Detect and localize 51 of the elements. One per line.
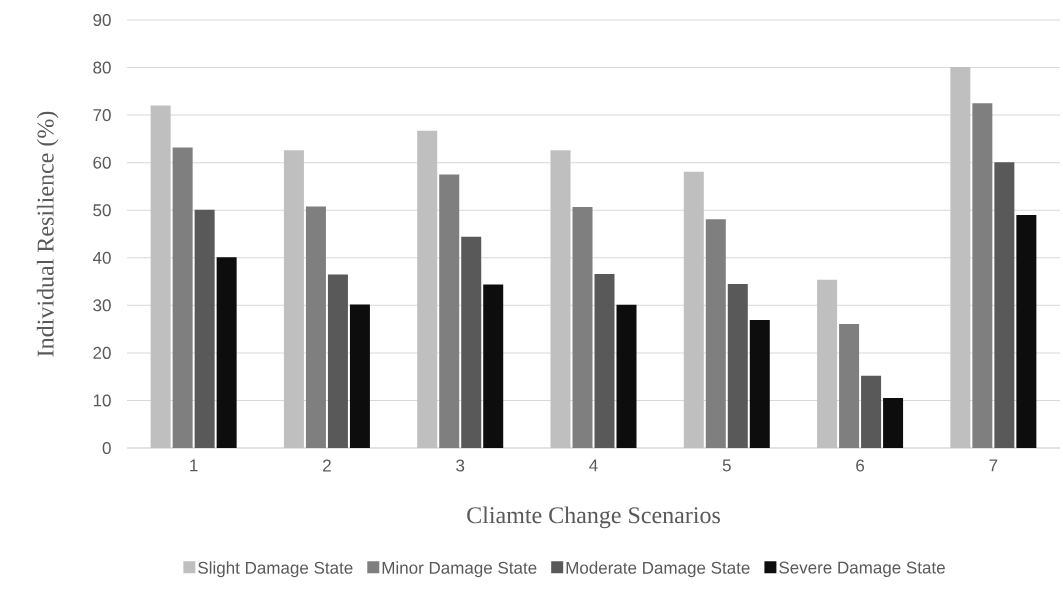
bar bbox=[1016, 214, 1037, 448]
bar bbox=[749, 320, 770, 448]
bar bbox=[550, 150, 571, 448]
bar bbox=[439, 174, 460, 448]
legend-label: Moderate Damage State bbox=[566, 561, 750, 578]
bar bbox=[483, 284, 504, 448]
x-tick-label: 7 bbox=[989, 459, 998, 472]
bar bbox=[461, 236, 482, 448]
bar bbox=[727, 283, 748, 448]
bar bbox=[216, 257, 237, 448]
bar bbox=[594, 273, 615, 448]
bar bbox=[972, 103, 993, 448]
x-tick-label: 5 bbox=[722, 459, 731, 472]
y-tick-label: 50 bbox=[93, 204, 111, 217]
y-tick-label: 90 bbox=[93, 13, 111, 27]
x-axis-title: Cliamte Change Scenarios bbox=[467, 506, 720, 529]
y-tick-label: 20 bbox=[93, 346, 111, 359]
bar bbox=[839, 323, 860, 448]
y-axis-title: Individual Resilience (%) bbox=[36, 111, 59, 357]
bar bbox=[994, 162, 1015, 448]
bar bbox=[172, 147, 193, 448]
y-tick-label: 80 bbox=[93, 61, 111, 74]
legend-label: Severe Damage State bbox=[779, 561, 945, 577]
legend-label: Minor Damage State bbox=[382, 561, 537, 578]
y-tick-label: 60 bbox=[93, 156, 111, 169]
x-tick-label: 2 bbox=[323, 459, 331, 472]
x-tick-label: 4 bbox=[589, 459, 598, 472]
bar bbox=[327, 274, 348, 448]
y-tick-label: 0 bbox=[102, 441, 111, 455]
y-tick-label: 30 bbox=[93, 299, 111, 312]
bar bbox=[950, 67, 971, 448]
bar bbox=[705, 219, 726, 448]
legend-label: Slight Damage State bbox=[198, 561, 353, 578]
y-tick-label: 10 bbox=[93, 394, 111, 407]
bar bbox=[883, 398, 904, 448]
bar bbox=[417, 130, 438, 448]
y-tick-label: 70 bbox=[93, 109, 111, 122]
bar bbox=[683, 171, 704, 448]
bar bbox=[194, 209, 215, 448]
bar bbox=[283, 150, 304, 448]
bar bbox=[572, 206, 593, 448]
bar bbox=[817, 279, 838, 448]
x-tick-label: 6 bbox=[856, 459, 865, 472]
x-tick-label: 3 bbox=[456, 459, 465, 472]
bar bbox=[616, 304, 637, 448]
x-tick-label: 1 bbox=[190, 459, 198, 472]
bar bbox=[349, 304, 370, 448]
y-tick-label: 40 bbox=[92, 251, 111, 264]
bar bbox=[305, 206, 326, 448]
bar bbox=[150, 105, 171, 448]
bar bbox=[861, 375, 882, 448]
